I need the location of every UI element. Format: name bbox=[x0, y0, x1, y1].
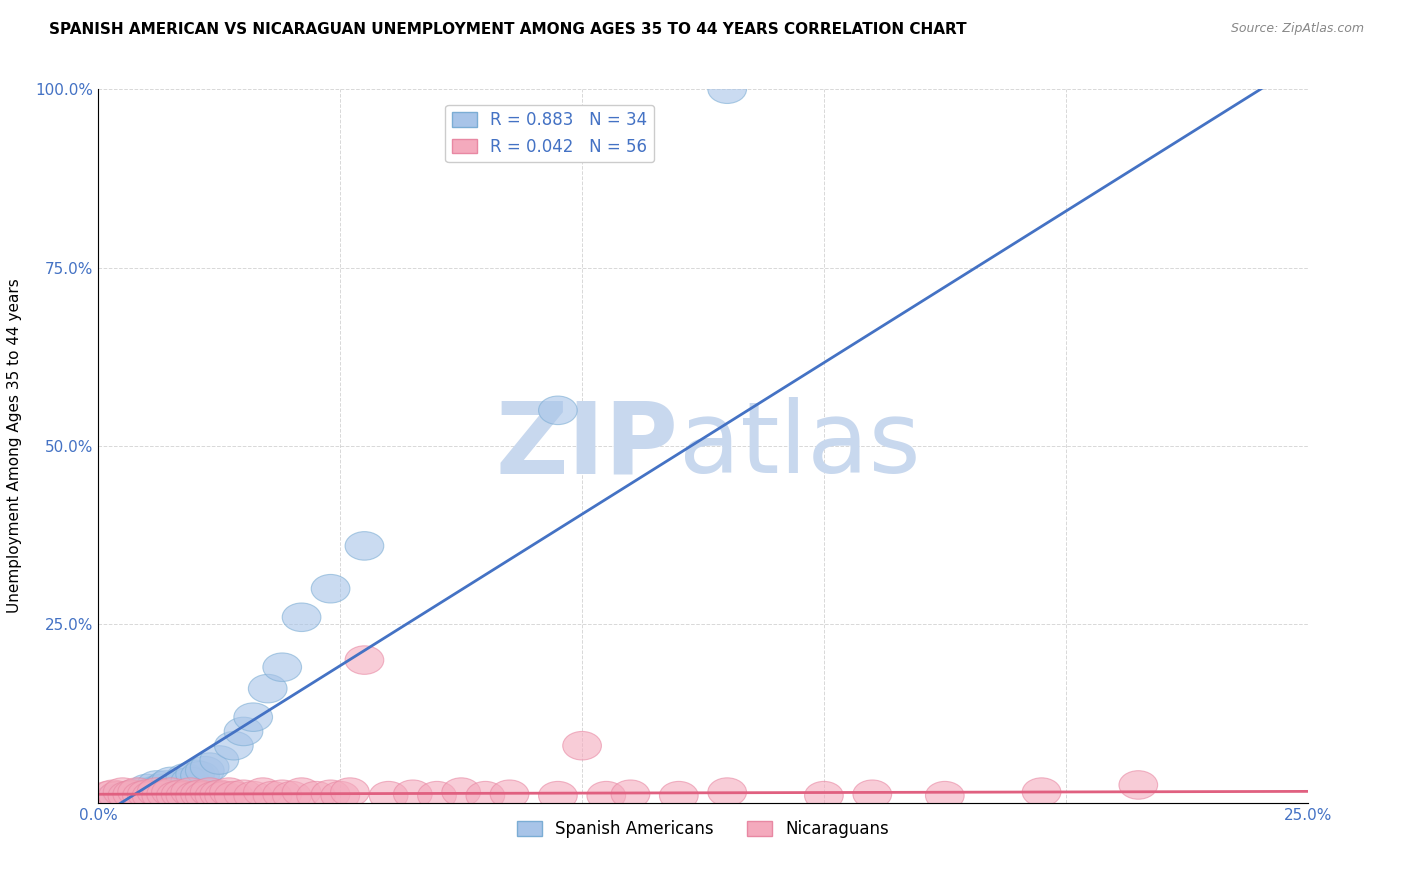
Ellipse shape bbox=[263, 780, 301, 808]
Ellipse shape bbox=[176, 781, 215, 810]
Ellipse shape bbox=[152, 776, 190, 805]
Ellipse shape bbox=[200, 780, 239, 808]
Ellipse shape bbox=[128, 780, 166, 808]
Ellipse shape bbox=[224, 717, 263, 746]
Ellipse shape bbox=[128, 780, 166, 808]
Ellipse shape bbox=[176, 760, 215, 789]
Ellipse shape bbox=[138, 771, 176, 799]
Ellipse shape bbox=[142, 774, 180, 803]
Ellipse shape bbox=[89, 781, 128, 810]
Ellipse shape bbox=[321, 781, 360, 810]
Ellipse shape bbox=[122, 781, 162, 810]
Text: atlas: atlas bbox=[679, 398, 921, 494]
Legend: Spanish Americans, Nicaraguans: Spanish Americans, Nicaraguans bbox=[510, 814, 896, 845]
Ellipse shape bbox=[128, 774, 166, 803]
Ellipse shape bbox=[465, 781, 505, 810]
Ellipse shape bbox=[156, 772, 195, 801]
Ellipse shape bbox=[180, 780, 219, 808]
Ellipse shape bbox=[344, 646, 384, 674]
Ellipse shape bbox=[330, 778, 370, 806]
Ellipse shape bbox=[94, 785, 132, 814]
Ellipse shape bbox=[394, 780, 432, 808]
Ellipse shape bbox=[283, 778, 321, 806]
Ellipse shape bbox=[491, 780, 529, 808]
Ellipse shape bbox=[804, 781, 844, 810]
Ellipse shape bbox=[98, 781, 138, 810]
Text: ZIP: ZIP bbox=[496, 398, 679, 494]
Ellipse shape bbox=[112, 780, 152, 808]
Ellipse shape bbox=[172, 767, 209, 796]
Ellipse shape bbox=[612, 780, 650, 808]
Ellipse shape bbox=[138, 776, 176, 805]
Ellipse shape bbox=[190, 753, 229, 781]
Ellipse shape bbox=[172, 778, 209, 806]
Ellipse shape bbox=[122, 778, 162, 806]
Ellipse shape bbox=[108, 781, 146, 810]
Ellipse shape bbox=[215, 781, 253, 810]
Ellipse shape bbox=[190, 778, 229, 806]
Ellipse shape bbox=[112, 780, 152, 808]
Y-axis label: Unemployment Among Ages 35 to 44 years: Unemployment Among Ages 35 to 44 years bbox=[7, 278, 21, 614]
Ellipse shape bbox=[273, 781, 311, 810]
Ellipse shape bbox=[538, 781, 578, 810]
Ellipse shape bbox=[132, 781, 172, 810]
Ellipse shape bbox=[118, 781, 156, 810]
Ellipse shape bbox=[166, 781, 205, 810]
Ellipse shape bbox=[94, 780, 132, 808]
Ellipse shape bbox=[538, 396, 578, 425]
Ellipse shape bbox=[215, 731, 253, 760]
Ellipse shape bbox=[186, 756, 224, 785]
Ellipse shape bbox=[925, 781, 965, 810]
Ellipse shape bbox=[152, 778, 190, 806]
Text: SPANISH AMERICAN VS NICARAGUAN UNEMPLOYMENT AMONG AGES 35 TO 44 YEARS CORRELATIO: SPANISH AMERICAN VS NICARAGUAN UNEMPLOYM… bbox=[49, 22, 967, 37]
Ellipse shape bbox=[253, 781, 292, 810]
Ellipse shape bbox=[586, 781, 626, 810]
Ellipse shape bbox=[224, 780, 263, 808]
Ellipse shape bbox=[180, 762, 219, 790]
Ellipse shape bbox=[195, 781, 233, 810]
Ellipse shape bbox=[186, 781, 224, 810]
Ellipse shape bbox=[311, 574, 350, 603]
Ellipse shape bbox=[1022, 778, 1062, 806]
Text: Source: ZipAtlas.com: Source: ZipAtlas.com bbox=[1230, 22, 1364, 36]
Ellipse shape bbox=[146, 780, 186, 808]
Ellipse shape bbox=[156, 781, 195, 810]
Ellipse shape bbox=[659, 781, 699, 810]
Ellipse shape bbox=[166, 764, 205, 792]
Ellipse shape bbox=[283, 603, 321, 632]
Ellipse shape bbox=[138, 778, 176, 806]
Ellipse shape bbox=[162, 780, 200, 808]
Ellipse shape bbox=[243, 778, 283, 806]
Ellipse shape bbox=[297, 781, 336, 810]
Ellipse shape bbox=[146, 771, 186, 799]
Ellipse shape bbox=[344, 532, 384, 560]
Ellipse shape bbox=[233, 781, 273, 810]
Ellipse shape bbox=[209, 778, 249, 806]
Ellipse shape bbox=[103, 778, 142, 806]
Ellipse shape bbox=[370, 781, 408, 810]
Ellipse shape bbox=[441, 778, 481, 806]
Ellipse shape bbox=[142, 781, 180, 810]
Ellipse shape bbox=[562, 731, 602, 760]
Ellipse shape bbox=[707, 778, 747, 806]
Ellipse shape bbox=[132, 778, 172, 806]
Ellipse shape bbox=[249, 674, 287, 703]
Ellipse shape bbox=[707, 75, 747, 103]
Ellipse shape bbox=[200, 746, 239, 774]
Ellipse shape bbox=[311, 780, 350, 808]
Ellipse shape bbox=[152, 767, 190, 796]
Ellipse shape bbox=[118, 778, 156, 806]
Ellipse shape bbox=[205, 781, 243, 810]
Ellipse shape bbox=[108, 781, 146, 810]
Ellipse shape bbox=[853, 780, 891, 808]
Ellipse shape bbox=[418, 781, 457, 810]
Ellipse shape bbox=[233, 703, 273, 731]
Ellipse shape bbox=[103, 783, 142, 812]
Ellipse shape bbox=[162, 769, 200, 797]
Ellipse shape bbox=[263, 653, 301, 681]
Ellipse shape bbox=[1119, 771, 1157, 799]
